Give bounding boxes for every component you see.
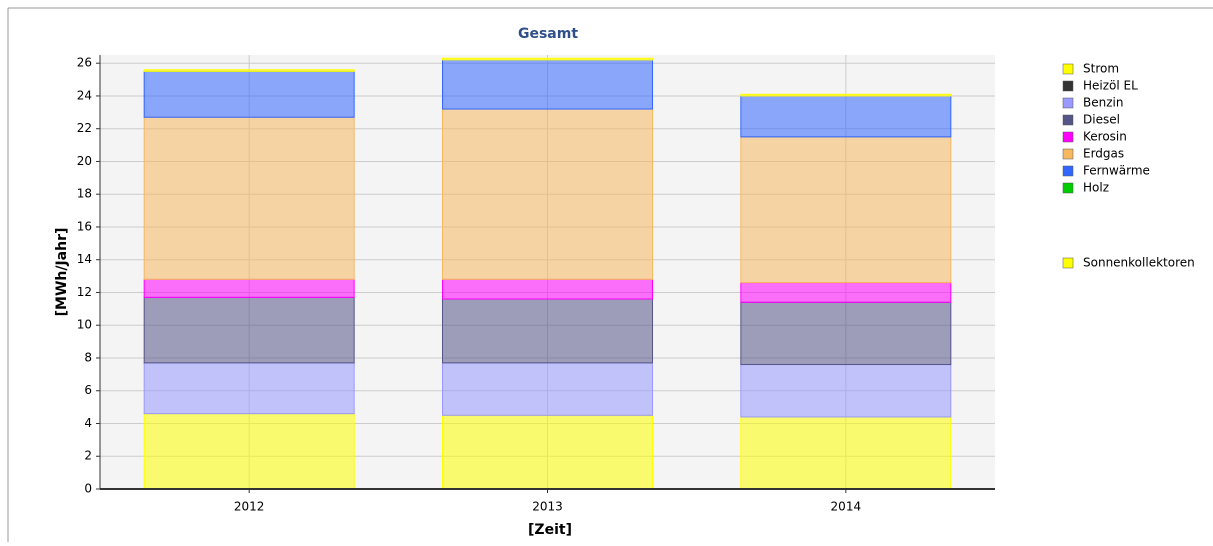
legend-swatch [1062,148,1074,160]
y-tick-label: 22 [77,121,92,135]
bar-segment [442,298,653,364]
legend-swatch [1062,63,1074,75]
y-tick-label: 4 [84,416,92,430]
bar-segment [740,282,952,303]
bar-segment [442,108,653,280]
legend-label: Holz [1083,181,1109,195]
bar-segment [143,362,355,415]
bar-segment [143,116,355,280]
bar-segment [442,278,653,300]
legend-label: Diesel [1083,113,1120,127]
bar-segment [740,93,952,97]
legend-swatch [1062,182,1074,194]
legend-swatch [1062,131,1074,143]
bar-segment [442,414,653,490]
legend-label: Heizöl EL [1083,79,1138,93]
bar-segment [740,416,952,490]
legend-label: Erdgas [1083,147,1124,161]
bar-segment [143,413,355,490]
y-tick-label: 20 [77,154,92,168]
bar-segment [442,59,653,110]
y-tick-label: 14 [77,252,92,266]
legend-swatch [1062,97,1074,109]
legend-label: Benzin [1083,96,1123,110]
bar-segment [740,95,952,138]
bar-segment [740,136,952,284]
chart-title: Gesamt [518,26,578,42]
bar-segment [143,278,355,298]
y-tick-label: 0 [84,482,92,496]
bar-segment [442,57,653,61]
y-tick-label: 26 [77,56,92,70]
y-tick-label: 2 [84,449,92,463]
y-tick-label: 10 [77,318,92,332]
legend-swatch [1062,257,1074,269]
legend-swatch [1062,114,1074,126]
y-tick-label: 18 [77,187,92,201]
x-axis-label: [Zeit] [528,522,572,538]
bar-segment [740,301,952,366]
legend-swatch [1062,165,1074,177]
x-tick-label: 2013 [532,500,563,514]
bar-segment [143,296,355,364]
y-tick-label: 12 [77,285,92,299]
legend-swatch [1062,80,1074,92]
x-tick-label: 2014 [831,500,862,514]
legend-label: Strom [1083,62,1119,76]
legend-label: Kerosin [1083,130,1127,144]
y-axis-label: [MWh/Jahr] [54,228,70,317]
bar-segment [740,364,952,418]
bar-segment [143,70,355,118]
bar-segment [442,362,653,416]
y-tick-label: 16 [77,219,92,233]
legend-label: Sonnenkollektoren [1083,256,1195,270]
x-tick-label: 2012 [234,500,265,514]
y-tick-label: 6 [84,383,92,397]
legend-label: Fernwärme [1083,164,1150,178]
y-tick-label: 24 [77,88,92,102]
y-tick-label: 8 [84,350,92,364]
bar-segment [143,69,355,72]
